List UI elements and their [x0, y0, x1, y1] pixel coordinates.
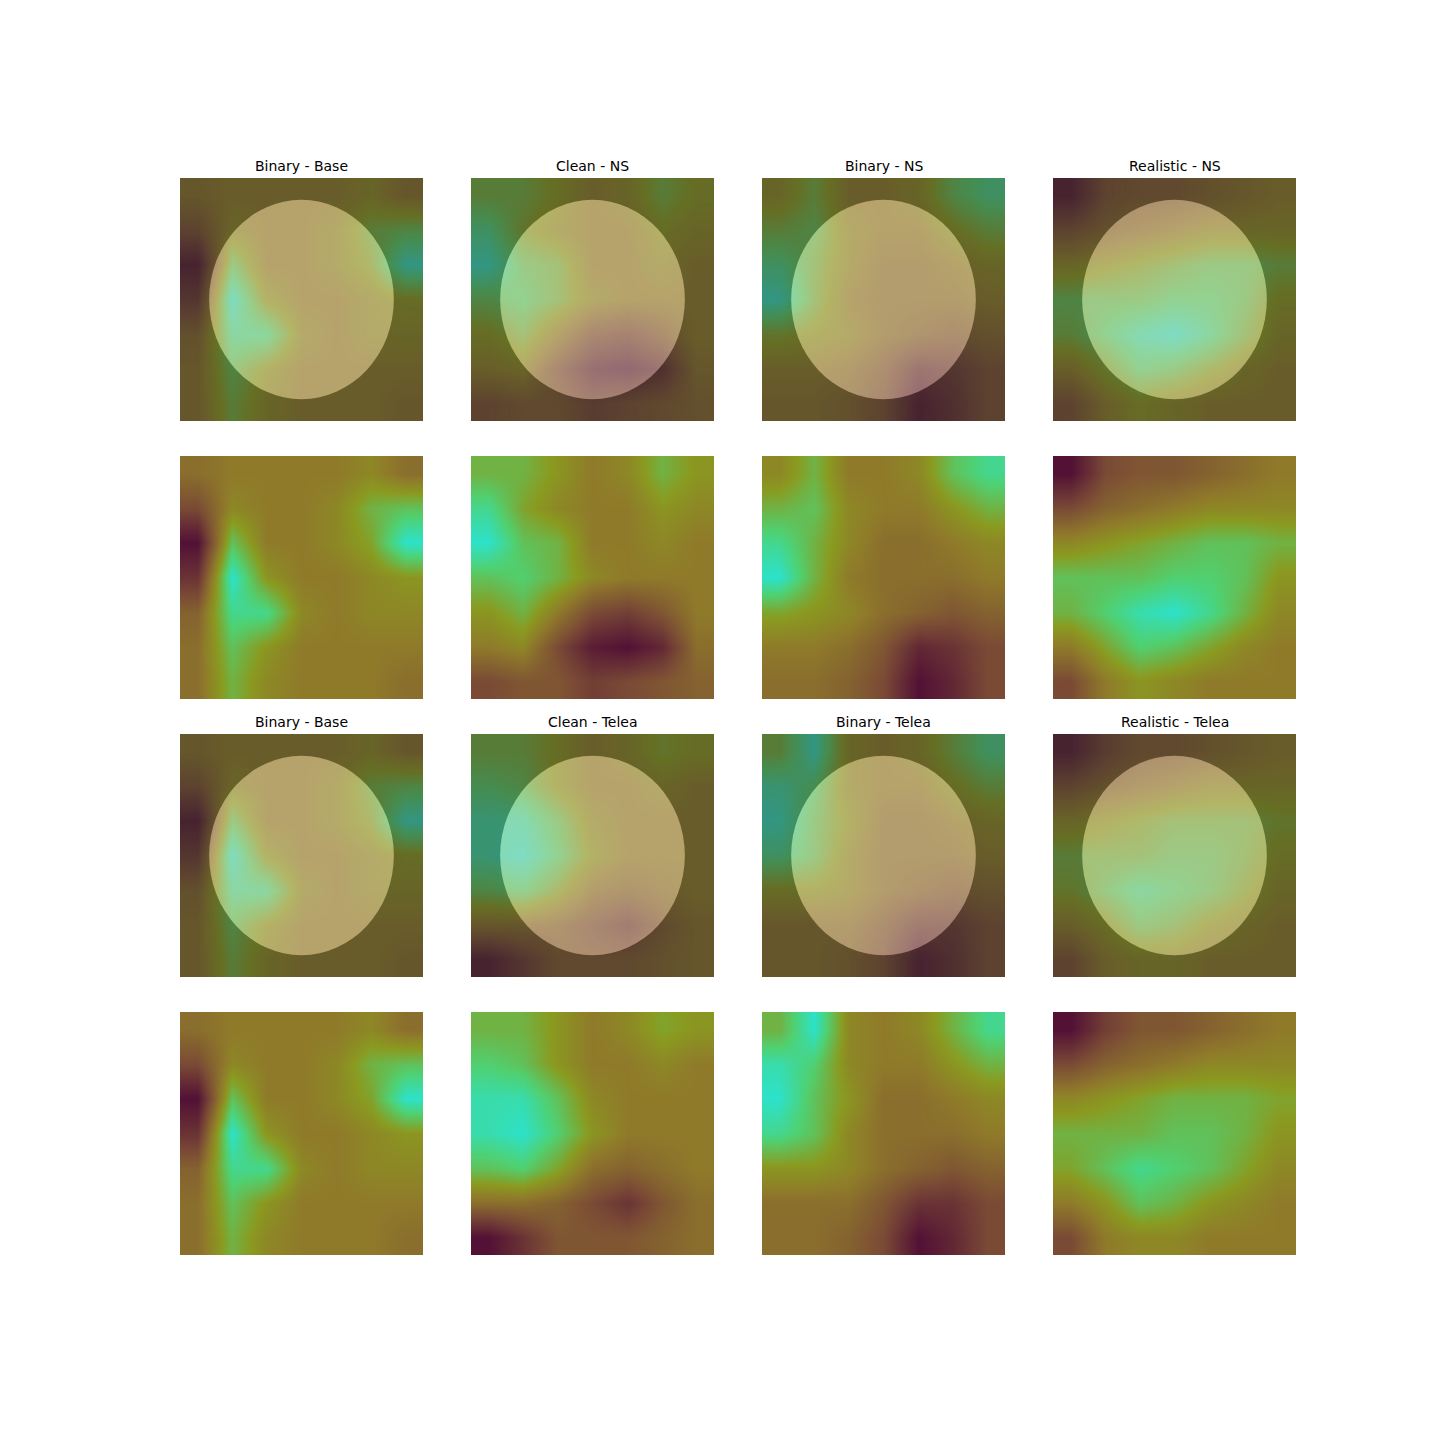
- svg-text:Clean - NS: Clean - NS: [556, 158, 629, 174]
- svg-text:Binary - NS: Binary - NS: [845, 158, 923, 174]
- svg-text:Clean - Telea: Clean - Telea: [548, 714, 638, 730]
- svg-text:Binary - Base: Binary - Base: [255, 714, 348, 730]
- svg-text:Realistic - NS: Realistic - NS: [1129, 158, 1221, 174]
- svg-text:Binary - Base: Binary - Base: [255, 158, 348, 174]
- svg-text:Binary - Telea: Binary - Telea: [836, 714, 931, 730]
- svg-text:Realistic - Telea: Realistic - Telea: [1121, 714, 1229, 730]
